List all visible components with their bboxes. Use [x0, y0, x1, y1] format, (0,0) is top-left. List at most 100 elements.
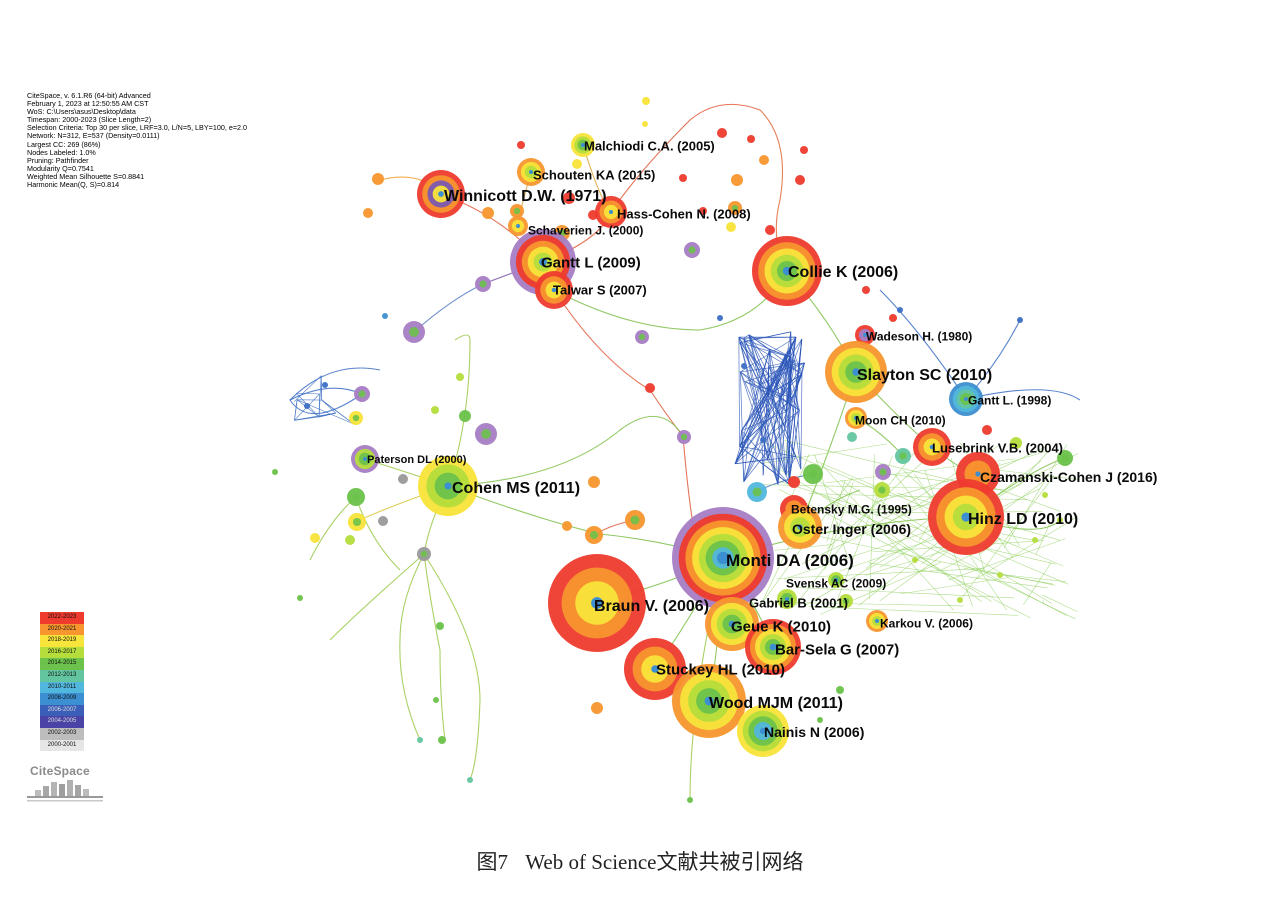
node-label: Czamanski-Cohen J (2016)	[980, 469, 1157, 485]
minor-node	[759, 155, 769, 165]
node-label: Schouten KA (2015)	[533, 168, 655, 183]
mesh-edge	[779, 362, 805, 400]
minor-node	[433, 697, 439, 703]
network-edge	[771, 464, 992, 602]
mesh-edge	[777, 337, 797, 485]
minor-node	[1017, 317, 1023, 323]
minor-node	[699, 207, 707, 215]
citespace-logo-text: CiteSpace	[30, 764, 90, 778]
node-center	[769, 643, 777, 651]
minor-node-core	[879, 468, 887, 476]
minor-node	[889, 314, 897, 322]
node-label: Malchiodi C.A. (2005)	[584, 139, 715, 154]
minor-node	[431, 406, 439, 414]
node-center	[961, 512, 971, 522]
node-label: Karkou V. (2006)	[880, 616, 973, 630]
node-label: Cohen MS (2011)	[452, 480, 580, 497]
info-line: Modularity Q=0.7541	[27, 163, 94, 173]
info-line: Selection Criteria: Top 30 per slice, LR…	[27, 123, 248, 133]
network-edge	[423, 553, 481, 781]
node-label: Gantt L. (1998)	[968, 393, 1051, 407]
mesh-edge	[777, 398, 781, 485]
network-edge	[447, 334, 471, 487]
mesh-edge	[739, 342, 792, 358]
info-line: CiteSpace, v. 6.1.R6 (64-bit) Advanced	[27, 91, 151, 100]
mesh-edge	[779, 398, 787, 476]
mesh-edge	[739, 331, 791, 344]
mesh-edge	[318, 412, 336, 418]
network-edge	[799, 532, 1056, 586]
minor-node	[1057, 517, 1063, 523]
network-edge	[869, 454, 875, 599]
network-edge	[795, 587, 1015, 599]
node-center	[444, 482, 452, 490]
legend-swatch: 2016-2017	[40, 646, 84, 659]
minor-node	[795, 175, 805, 185]
caption-figure-number: 图7	[476, 850, 509, 874]
mesh-edge	[296, 392, 320, 395]
network-edge	[329, 553, 425, 641]
mesh-edge	[321, 399, 355, 425]
network-edge	[834, 456, 893, 607]
network-edge	[399, 553, 425, 741]
mesh-edge	[800, 374, 803, 470]
network-edge	[821, 463, 954, 611]
network-edge	[289, 387, 363, 415]
minor-node	[310, 533, 320, 543]
node-label: Gabriel B (2001)	[749, 596, 848, 611]
node-center	[704, 696, 714, 706]
minor-node	[800, 146, 808, 154]
minor-node	[747, 135, 755, 143]
minor-node	[642, 97, 650, 105]
mesh-edge	[740, 362, 805, 373]
minor-node-core	[842, 597, 850, 605]
network-edge	[779, 481, 888, 516]
node-center	[609, 210, 613, 214]
info-line: Harmonic Mean(Q, S)=0.814	[27, 180, 120, 190]
network-edge	[553, 289, 701, 561]
mesh-edge	[759, 349, 770, 386]
info-line: Nodes Labeled: 1.0%	[27, 147, 96, 157]
node-center	[854, 416, 858, 420]
network-edge	[776, 568, 985, 579]
mesh-edge	[294, 412, 336, 421]
minor-node-core	[731, 204, 739, 212]
mesh-edge	[318, 375, 322, 417]
minor-node	[957, 597, 963, 603]
minor-node	[788, 476, 800, 488]
minor-node	[417, 737, 423, 743]
minor-node-core	[420, 550, 428, 558]
logo-skyline-icon	[27, 780, 103, 802]
node-label: Braun V. (2006)	[594, 598, 709, 615]
mesh-edge	[748, 334, 761, 386]
network-edge	[795, 445, 920, 606]
node-label: Wadeson H. (1980)	[866, 329, 972, 343]
legend-swatch: 2012-2013	[40, 669, 84, 682]
node-label: Oster Inger (2006)	[792, 521, 911, 537]
node-label: Hinz LD (2010)	[968, 511, 1078, 528]
minor-node	[997, 572, 1003, 578]
minor-node	[645, 383, 655, 393]
info-line: Timespan: 2000-2023 (Slice Length=2)	[27, 115, 152, 125]
minor-node	[398, 474, 408, 484]
network-edge	[963, 567, 1054, 585]
minor-node	[378, 516, 388, 526]
node-center	[759, 727, 767, 735]
minor-node	[304, 403, 310, 409]
mesh-edge	[743, 354, 786, 482]
mesh-edge	[772, 391, 787, 476]
node-label: Paterson DL (2000)	[367, 454, 467, 466]
minor-node	[572, 159, 582, 169]
mesh-edge	[741, 430, 790, 485]
minor-node	[459, 410, 471, 422]
network-edge	[1035, 522, 1051, 555]
minor-node	[588, 476, 600, 488]
legend-swatch: 2022-2023	[40, 612, 84, 624]
node-center	[782, 266, 792, 276]
network-edge	[871, 512, 920, 530]
minor-node	[1032, 537, 1038, 543]
minor-node	[562, 521, 572, 531]
legend-swatch: 2014-2015	[40, 658, 84, 670]
mesh-edge	[738, 337, 779, 485]
